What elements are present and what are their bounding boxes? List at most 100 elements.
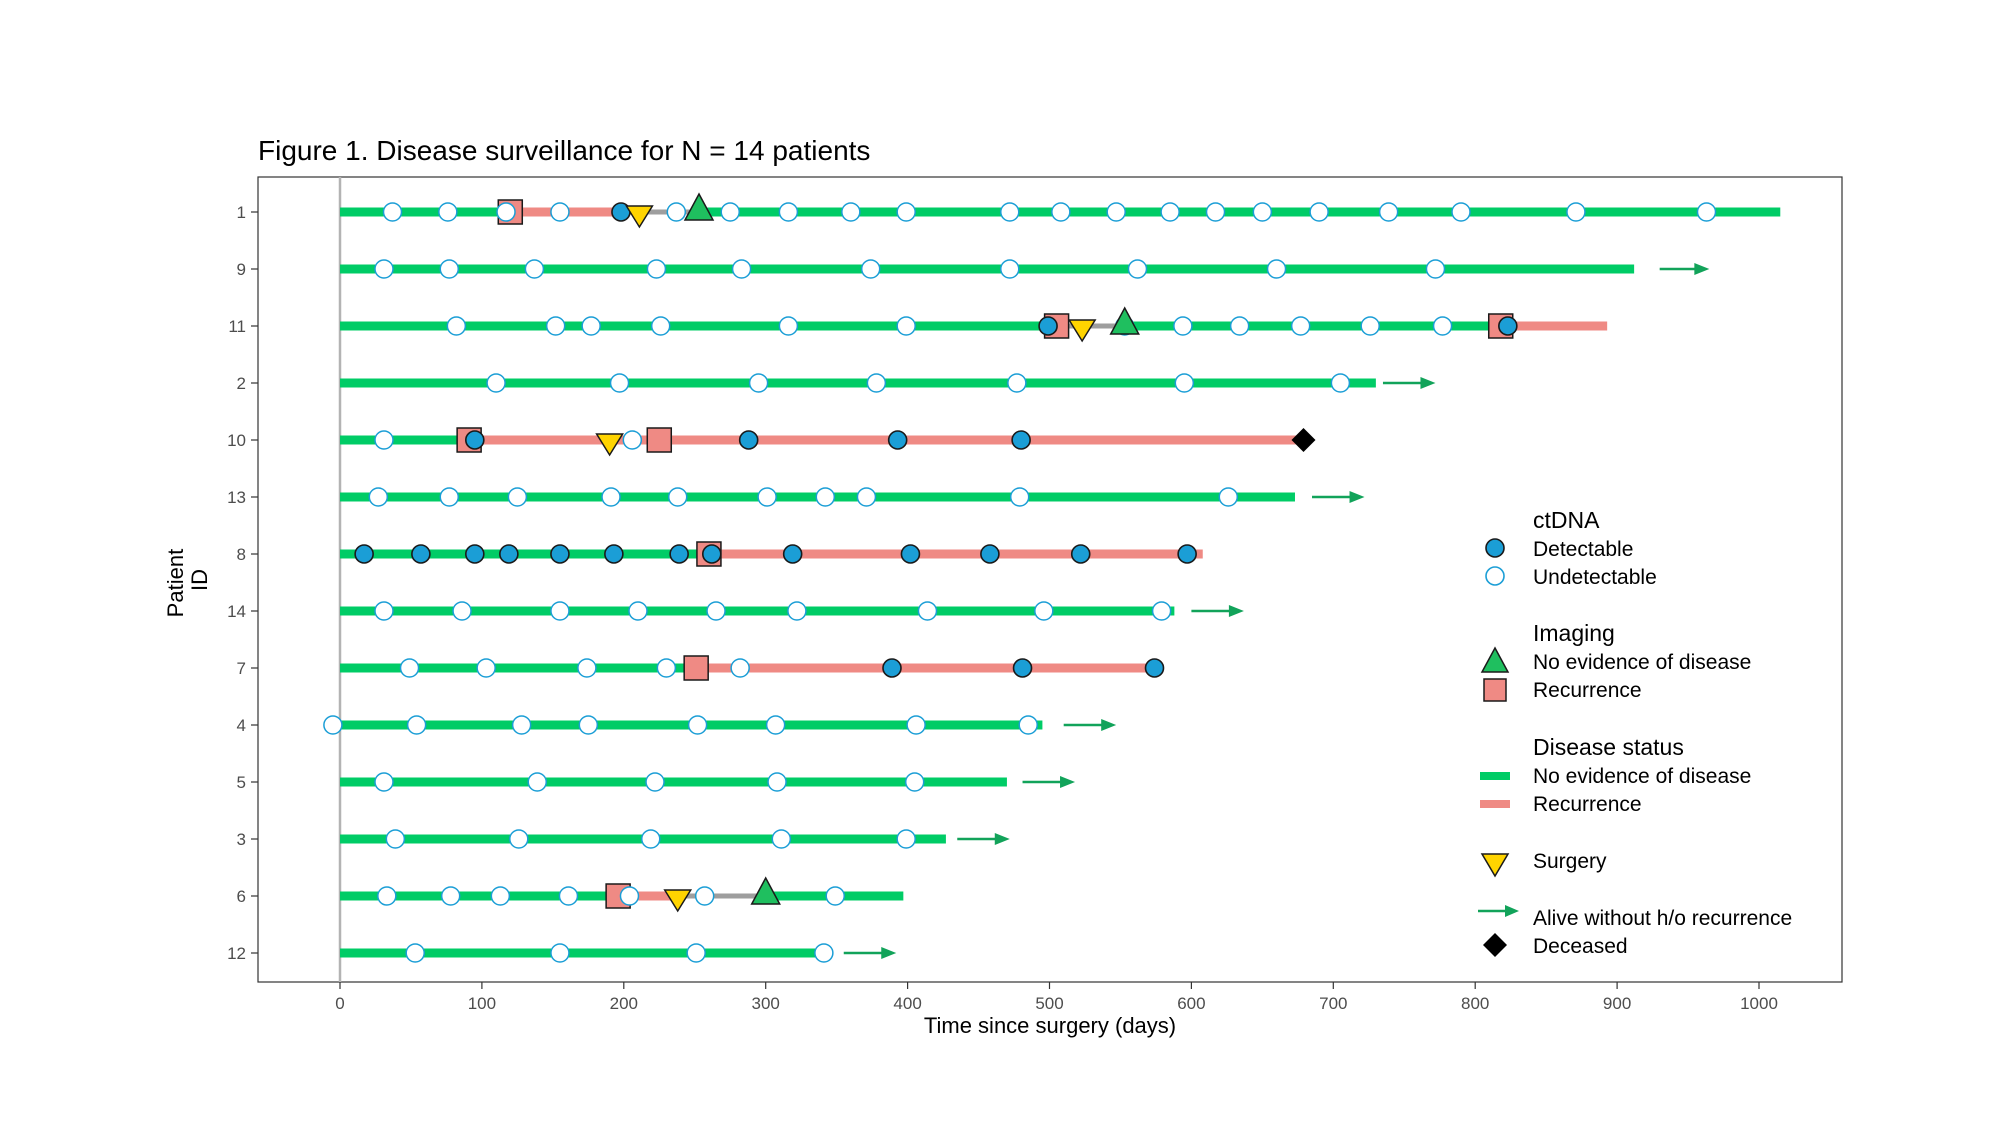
y-tick-label: 10 <box>227 431 246 450</box>
patient-row <box>340 192 1781 229</box>
ctdna-undetectable-point <box>694 886 715 906</box>
x-axis-title: Time since surgery (days) <box>924 1013 1176 1038</box>
patient-row <box>340 829 1010 849</box>
ctdna-undetectable-point <box>406 715 427 735</box>
patient-row <box>340 772 1076 792</box>
x-tick-label: 200 <box>610 994 638 1013</box>
ctdna-undetectable-point <box>374 259 394 279</box>
patient-row <box>340 306 1608 343</box>
legend-undetectable-key <box>1485 566 1505 586</box>
y-tick-label: 4 <box>237 716 246 735</box>
plot-layer <box>323 177 1781 982</box>
patient-row <box>323 715 1117 735</box>
ctdna-undetectable-point <box>841 202 861 222</box>
alive-arrow-head <box>1420 377 1436 389</box>
patient-row <box>340 487 1365 507</box>
ctdna-detectable-point <box>980 544 1000 564</box>
ctdna-undetectable-point <box>545 316 566 336</box>
ctdna-undetectable-point <box>767 772 787 792</box>
ctdna-undetectable-point <box>440 886 461 906</box>
imaging-recurrence-marker <box>683 655 709 681</box>
ctdna-undetectable-point <box>439 487 460 507</box>
legend-imaging-recurrence-key <box>1483 678 1507 702</box>
ctdna-undetectable-point <box>609 373 630 393</box>
ctdna-undetectable-point <box>1218 487 1239 507</box>
imaging-ned-marker <box>1109 306 1140 335</box>
y-tick-label: 3 <box>237 830 246 849</box>
legend-imaging-ned-label: No evidence of disease <box>1533 651 1751 674</box>
surgery-marker <box>595 433 624 457</box>
alive-arrow-head <box>994 833 1010 845</box>
ctdna-undetectable-point <box>438 202 458 222</box>
imaging-ned-marker <box>683 192 715 221</box>
legend-detectable-key <box>1485 538 1505 558</box>
ctdna-undetectable-point <box>1229 316 1250 336</box>
patient-row <box>340 427 1316 457</box>
legend-deceased-label: Deceased <box>1533 935 1628 958</box>
ctdna-undetectable-point <box>1173 316 1193 336</box>
ctdna-undetectable-point <box>667 487 688 507</box>
ctdna-undetectable-point <box>730 658 750 678</box>
ctdna-detectable-point <box>1038 316 1058 336</box>
legend-surgery-key <box>1480 853 1510 878</box>
ctdna-undetectable-point <box>399 658 420 678</box>
ctdna-undetectable-point <box>866 373 887 393</box>
ctdna-detectable-point <box>1070 544 1091 564</box>
ctdna-undetectable-point <box>524 259 545 279</box>
y-axis-title: Patient ID <box>163 543 212 618</box>
chart-title: Figure 1. Disease surveillance for N = 1… <box>258 135 870 166</box>
patient-row <box>340 373 1436 393</box>
ctdna-undetectable-point <box>619 886 640 906</box>
patient-row <box>340 655 1165 681</box>
ctdna-undetectable-point <box>374 430 394 450</box>
ctdna-undetectable-point <box>446 316 467 336</box>
alive-arrow-head <box>1228 605 1244 617</box>
ctdna-detectable-point <box>604 544 624 564</box>
ctdna-undetectable-point <box>374 601 394 621</box>
alive-arrow-head <box>1694 263 1710 275</box>
ctdna-undetectable-point <box>368 487 389 507</box>
ctdna-undetectable-point <box>1266 259 1287 279</box>
ctdna-detectable-point <box>701 544 722 564</box>
ctdna-undetectable-point <box>385 829 406 849</box>
ctdna-undetectable-point <box>1566 202 1586 222</box>
ctdna-undetectable-point <box>1290 316 1311 336</box>
ctdna-undetectable-point <box>405 943 425 963</box>
ctdna-undetectable-point <box>1205 202 1226 222</box>
y-axis-title-line-2: ID <box>187 569 212 591</box>
ctdna-undetectable-point <box>906 715 926 735</box>
legend-undetectable-label: Undetectable <box>1533 566 1657 589</box>
surgery-marker <box>1067 319 1097 343</box>
ctdna-undetectable-point <box>452 601 472 621</box>
patient-row <box>340 259 1710 279</box>
ctdna-undetectable-point <box>645 772 665 792</box>
y-tick-label: 13 <box>227 488 246 507</box>
x-tick-label: 400 <box>893 994 921 1013</box>
ctdna-undetectable-point <box>1425 259 1446 279</box>
x-tick-label: 900 <box>1603 994 1631 1013</box>
y-tick-label: 2 <box>237 374 246 393</box>
ctdna-detectable-point <box>499 544 519 564</box>
ctdna-undetectable-point <box>748 373 769 393</box>
ctdna-undetectable-point <box>896 316 916 336</box>
ctdna-undetectable-point <box>382 202 403 222</box>
y-tick-label: 11 <box>228 317 246 336</box>
y-tick-label: 7 <box>237 659 246 678</box>
ctdna-undetectable-point <box>815 487 836 507</box>
ctdna-undetectable-point <box>577 658 597 678</box>
y-tick-label: 1 <box>237 203 246 222</box>
legend-imaging-ned-key <box>1480 646 1510 673</box>
ctdna-undetectable-point <box>904 772 925 792</box>
ctdna-undetectable-point <box>578 715 599 735</box>
ctdna-undetectable-point <box>641 829 661 849</box>
ctdna-detectable-point <box>669 544 689 564</box>
ctdna-undetectable-point <box>1360 316 1380 336</box>
y-tick-label: 14 <box>227 602 246 621</box>
ctdna-undetectable-point <box>650 316 671 336</box>
ctdna-detectable-point <box>882 658 902 678</box>
ctdna-undetectable-point <box>646 259 667 279</box>
ctdna-detectable-point <box>1177 544 1197 564</box>
ctdna-undetectable-point <box>686 943 706 963</box>
ctdna-undetectable-point <box>856 487 877 507</box>
